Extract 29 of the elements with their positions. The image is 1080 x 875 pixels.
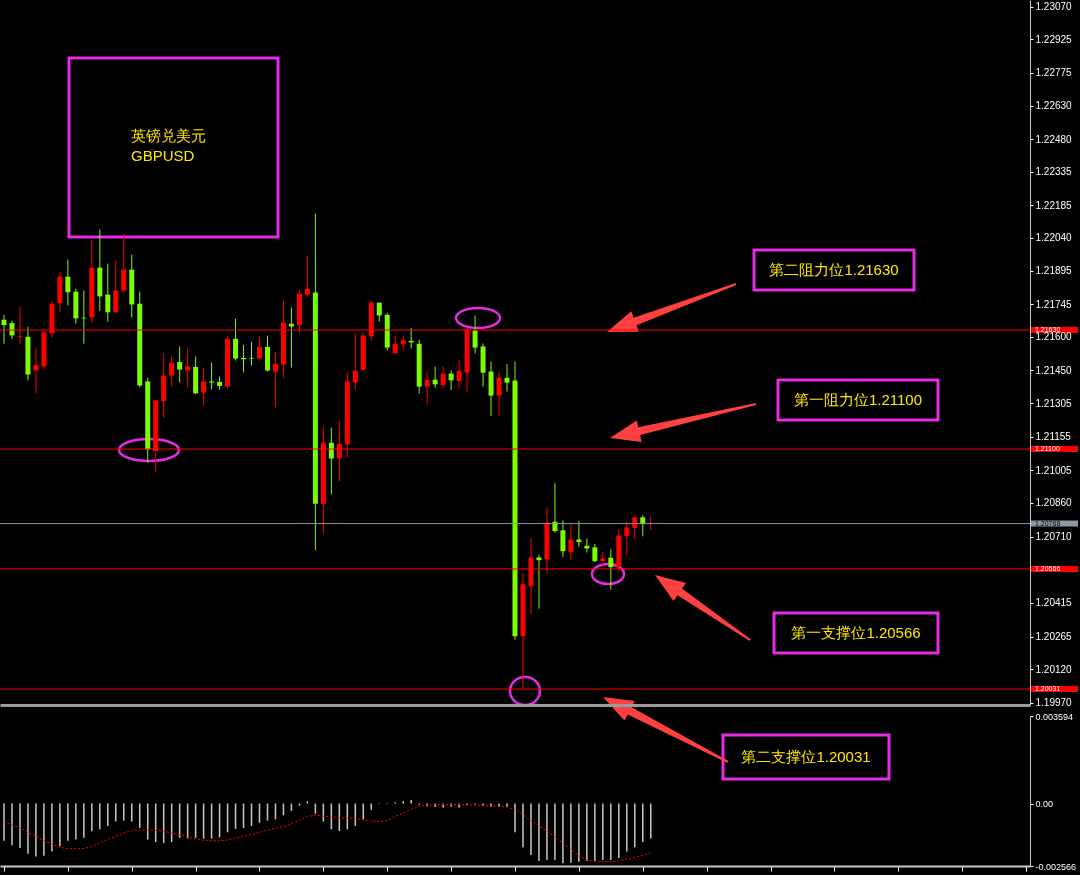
y-tick-label: 1.21600 (1035, 331, 1073, 343)
annotation: 第二支撑位1.20031 (740, 747, 872, 767)
y-tick-label: 1.19970 (1035, 697, 1073, 709)
annotation: 第二阻力位1.21630 (768, 260, 900, 280)
annotation: 第一支撑位1.20566 (790, 623, 922, 643)
y-tick-label: 1.23070 (1035, 1, 1073, 13)
y-tick-label: 1.20120 (1035, 663, 1073, 675)
y-tick-label: 1.20415 (1035, 597, 1073, 609)
y-tick-label: 1.21895 (1035, 265, 1073, 277)
y-tick-label: 1.22630 (1035, 100, 1073, 112)
y-tick-label: 1.20710 (1035, 531, 1073, 543)
y-tick-label: 1.22925 (1035, 33, 1073, 45)
y-tick-label: 1.22480 (1035, 133, 1073, 145)
y-tick-label: 1.22335 (1035, 166, 1073, 178)
y-tick-label: 1.21450 (1035, 364, 1073, 376)
y-tick-label: 1.20265 (1035, 631, 1073, 643)
y-tick-label: 1.22040 (1035, 232, 1073, 244)
y-tick-label: 1.20860 (1035, 497, 1073, 509)
y-tick-label: 1.22185 (1035, 199, 1073, 211)
y-tick-label: 1.21155 (1035, 431, 1072, 443)
y-tick-label: 1.22775 (1035, 67, 1073, 79)
y-tick-label: 1.21005 (1035, 464, 1073, 476)
annotation: 英镑兑美元 GBPUSD (131, 126, 206, 166)
y-tick-label: 1.21745 (1035, 298, 1073, 310)
y-tick-label: 0.00 (1035, 799, 1054, 810)
y-tick-label: 1.21305 (1035, 397, 1073, 409)
y-tick-label: 0.003594 (1035, 711, 1074, 722)
y-tick-label: -0.002566 (1035, 861, 1077, 872)
annotation: 第一阻力位1.21100 (792, 390, 924, 410)
